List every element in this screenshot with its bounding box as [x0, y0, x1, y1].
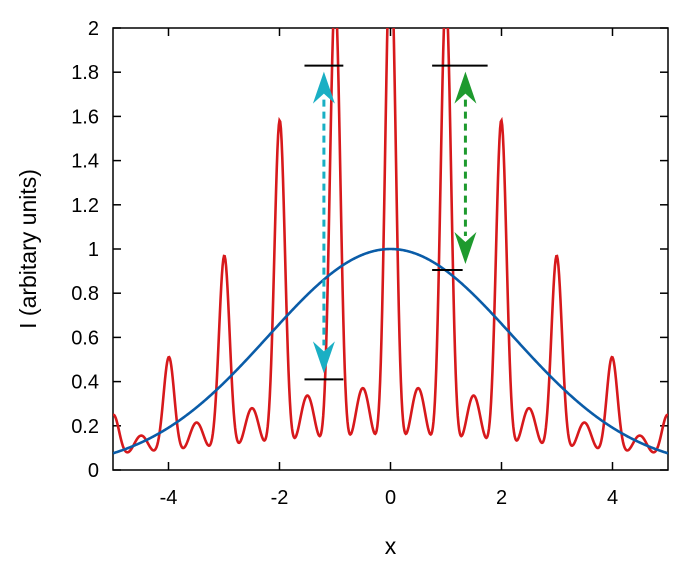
annotation-layer: [304, 64, 488, 381]
y-tick-label: 1.6: [71, 106, 99, 128]
right-arrow-head-down: [454, 231, 477, 264]
series-layer: [113, 28, 668, 455]
y-axis-label: I (arbitary units): [15, 169, 41, 329]
y-tick-label: 2: [88, 18, 99, 40]
y-tick-label: 0: [88, 460, 99, 482]
y-tick-label: 0.6: [71, 327, 99, 349]
y-tick-label: 0.2: [71, 416, 99, 438]
right-arrow-head-up: [454, 71, 477, 104]
series-red-line: [113, 28, 668, 454]
y-tick-label: 1.8: [71, 62, 99, 84]
y-axis-ticks: 0 0.2 0.4 0.6 0.8 1 1.2 1.4 1.6 1.8 2: [71, 18, 668, 482]
left-arrow-head-down: [312, 341, 335, 374]
x-tick-label: 4: [607, 487, 618, 509]
x-axis-ticks: -4 -2 0 2 4: [160, 28, 618, 509]
y-tick-label: 0.4: [71, 372, 99, 394]
x-tick-label: 0: [385, 487, 396, 509]
y-tick-label: 1: [88, 239, 99, 261]
x-tick-label: 2: [496, 487, 507, 509]
y-tick-label: 1.2: [71, 195, 99, 217]
x-tick-label: -2: [271, 487, 289, 509]
series-blue-line: [113, 247, 668, 455]
x-axis-label: x: [385, 533, 397, 559]
y-tick-label: 1.4: [71, 151, 99, 173]
y-tick-label: 0.8: [71, 283, 99, 305]
x-tick-label: -4: [160, 487, 178, 509]
left-arrow-head-up: [312, 71, 335, 104]
